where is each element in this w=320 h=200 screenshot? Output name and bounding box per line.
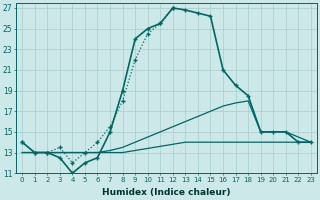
X-axis label: Humidex (Indice chaleur): Humidex (Indice chaleur): [102, 188, 231, 197]
